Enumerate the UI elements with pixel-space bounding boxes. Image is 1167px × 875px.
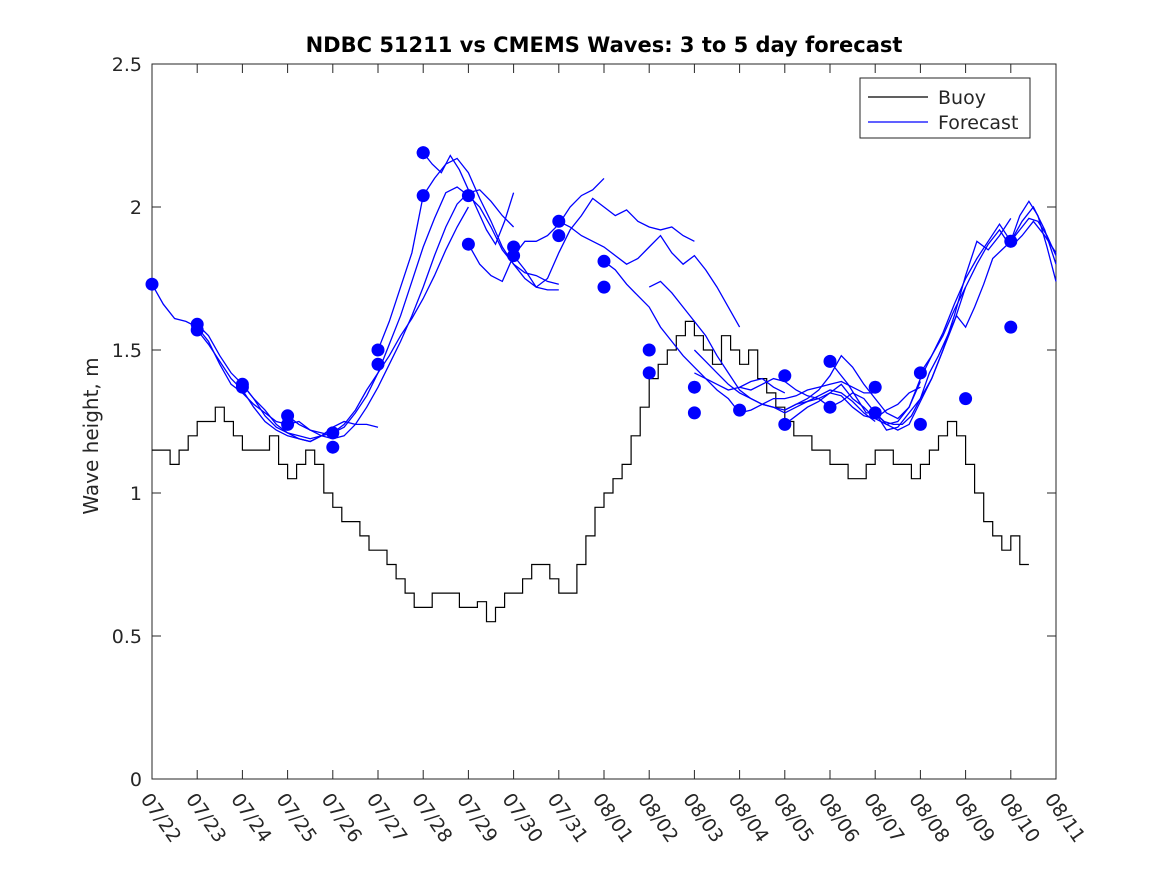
forecast-marker-point <box>1004 234 1018 248</box>
forecast-series-line-12 <box>603 260 786 394</box>
forecast-marker-point <box>552 229 566 243</box>
forecast-marker-point <box>642 366 656 380</box>
legend-label-buoy: Buoy <box>938 87 986 109</box>
y-tick-label: 1 <box>130 483 142 505</box>
forecast-marker-point <box>145 277 159 291</box>
forecast-marker-point <box>642 343 656 357</box>
legend-box <box>859 77 1031 139</box>
forecast-marker-point <box>733 403 747 417</box>
forecast-marker-point <box>552 214 566 228</box>
forecast-marker-point <box>190 323 204 337</box>
y-tick-label: 2.5 <box>112 54 142 76</box>
forecast-marker-point <box>687 380 701 394</box>
forecast-series-line-11 <box>558 220 741 328</box>
forecast-marker-point <box>778 369 792 383</box>
chart-title: NDBC 51211 vs CMEMS Waves: 3 to 5 day fo… <box>306 33 903 57</box>
forecast-series-line-6 <box>332 186 559 434</box>
forecast-marker-point <box>371 343 385 357</box>
forecast-series-line-14 <box>693 349 876 423</box>
forecast-marker-point <box>597 280 611 294</box>
buoy-series-line <box>152 320 1029 623</box>
forecast-marker-point <box>416 146 430 160</box>
forecast-marker-point <box>778 417 792 431</box>
forecast-marker-point <box>326 440 340 454</box>
forecast-marker-point <box>687 406 701 420</box>
forecast-marker-point <box>868 406 882 420</box>
forecast-marker-point <box>597 254 611 268</box>
legend-label-forecast: Forecast <box>938 112 1018 134</box>
forecast-marker-point <box>823 354 837 368</box>
forecast-marker-point <box>507 249 521 263</box>
y-tick-label: 0.5 <box>112 626 142 648</box>
forecast-series-line-13 <box>648 280 831 411</box>
forecast-marker-point <box>868 380 882 394</box>
forecast-marker-point <box>913 366 927 380</box>
forecast-series-line-22 <box>919 205 1057 374</box>
forecast-series-line-4 <box>241 206 469 443</box>
forecast-marker-point <box>461 237 475 251</box>
forecast-series-line-21 <box>874 220 1057 431</box>
forecast-series-line-9 <box>467 177 605 283</box>
forecast-marker-point <box>235 380 249 394</box>
forecast-series-line-23 <box>1010 200 1057 282</box>
forecast-series-line-7 <box>377 157 559 351</box>
forecast-marker-point <box>823 400 837 414</box>
y-tick-label: 0 <box>130 769 142 791</box>
forecast-series-line-15 <box>694 372 876 414</box>
y-tick-label: 2 <box>130 197 142 219</box>
y-tick-label: 1.5 <box>112 340 142 362</box>
forecast-marker-point <box>281 417 295 431</box>
forecast-marker-point <box>416 189 430 203</box>
forecast-marker-point <box>1004 320 1018 334</box>
forecast-series-line-17 <box>784 381 921 426</box>
forecast-marker-point <box>959 392 973 406</box>
forecast-series-line-19 <box>829 218 1012 431</box>
forecast-series-line-10 <box>513 197 695 289</box>
forecast-marker-point <box>913 417 927 431</box>
forecast-series-line-2 <box>196 323 333 440</box>
y-axis-label: Wave height, m <box>79 357 103 514</box>
forecast-marker-point <box>371 357 385 371</box>
plot-area: 00.511.522.507/2207/2307/2407/2507/2607/… <box>112 54 1090 847</box>
forecast-marker-point <box>461 189 475 203</box>
forecast-marker-point <box>326 426 340 440</box>
forecast-series-line-20 <box>829 217 1057 426</box>
